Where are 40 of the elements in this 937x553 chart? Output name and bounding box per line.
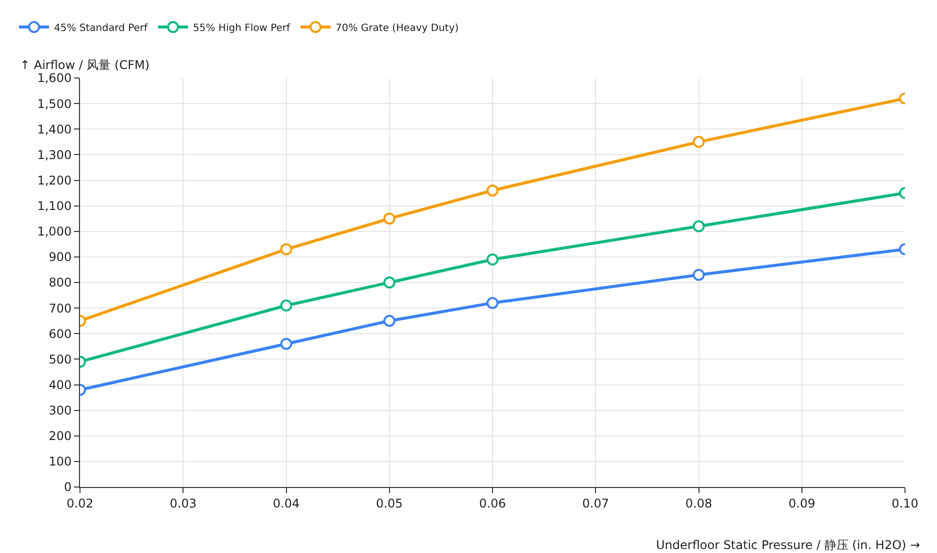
- point: [383, 212, 396, 225]
- y-axis-title: ↑ Airflow / 风量 (CFM): [20, 58, 150, 72]
- y-tick-label: 1,200: [37, 173, 72, 188]
- point: [280, 300, 292, 312]
- x-tick-label: 0.08: [685, 496, 712, 510]
- point: [486, 184, 498, 196]
- legend-label: 55% High Flow Perf: [193, 22, 291, 34]
- y-tick-label: 900: [48, 250, 72, 264]
- x-tick-label: 0.03: [170, 496, 196, 510]
- x-axis-title: Underfloor Static Pressure / 静压 (in. H2O) →: [656, 538, 920, 552]
- x-tick-label: 0.10: [892, 496, 918, 510]
- legend-label: 70% Grate (Heavy Duty): [336, 22, 459, 34]
- x-tick-label: 0.07: [582, 496, 609, 510]
- y-tick-label: 300: [48, 404, 72, 418]
- y-tick-label: 400: [48, 378, 72, 392]
- y-tick-label: 1,100: [37, 199, 72, 214]
- x-tick-label: 0.09: [788, 496, 816, 510]
- y-tick-label: 700: [48, 301, 72, 316]
- legend-label: 45% Standard Perf: [54, 22, 148, 34]
- y-tick-label: 1,400: [37, 122, 72, 136]
- y-tick-label: 1,300: [37, 148, 72, 162]
- y-tick-label: 600: [48, 326, 72, 341]
- x-tick-label: 0.02: [66, 496, 94, 510]
- point: [383, 276, 396, 288]
- y-tick-label: 1,600: [37, 71, 72, 86]
- x-tick-label: 0.04: [272, 496, 300, 510]
- point: [280, 243, 292, 256]
- x-tick-label: 0.06: [479, 496, 506, 510]
- y-tick-label: 100: [48, 454, 72, 469]
- y-tick-label: 1,500: [37, 96, 72, 111]
- point: [280, 338, 292, 350]
- y-tick-label: 800: [48, 276, 72, 290]
- point: [383, 314, 396, 327]
- y-tick-label: 1,000: [37, 224, 72, 239]
- y-tick-label: 500: [48, 352, 72, 366]
- point: [486, 253, 498, 266]
- x-tick-label: 0.05: [376, 496, 403, 510]
- y-tick-label: 0: [64, 480, 72, 494]
- point: [486, 296, 498, 309]
- y-tick-label: 200: [48, 429, 72, 444]
